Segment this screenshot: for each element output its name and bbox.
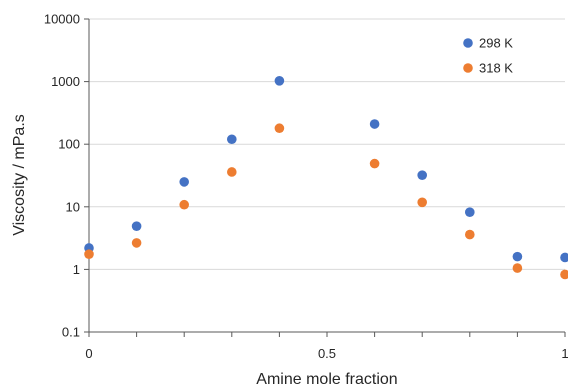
data-point bbox=[417, 170, 428, 180]
legend-marker bbox=[463, 38, 473, 48]
y-axis-label: Viscosity / mPa.s bbox=[11, 114, 28, 236]
x-tick-label: 0 bbox=[85, 346, 92, 361]
legend: 298 K 318 K bbox=[463, 36, 513, 76]
y-tick-label: 1000 bbox=[51, 74, 80, 89]
data-point bbox=[369, 119, 380, 129]
x-tick-label: 0.5 bbox=[318, 346, 336, 361]
x-axis-label: Amine mole fraction bbox=[256, 371, 397, 387]
data-point bbox=[465, 229, 475, 240]
data-point bbox=[560, 252, 568, 263]
data-points bbox=[84, 75, 568, 280]
legend-label: 318 K bbox=[479, 61, 513, 76]
data-point bbox=[179, 177, 189, 187]
legend-marker bbox=[463, 63, 473, 73]
x-tick-label: 1 bbox=[561, 346, 568, 361]
legend-label: 298 K bbox=[479, 36, 513, 51]
y-tick-label: 0.1 bbox=[62, 325, 80, 340]
data-point bbox=[512, 263, 523, 273]
data-point bbox=[274, 75, 285, 86]
data-point bbox=[179, 199, 189, 210]
data-point bbox=[227, 134, 237, 145]
data-point bbox=[560, 269, 568, 280]
gridlines bbox=[89, 18, 565, 270]
data-point bbox=[417, 197, 428, 208]
data-point bbox=[465, 207, 475, 217]
data-point bbox=[84, 249, 94, 259]
data-point bbox=[131, 221, 142, 231]
axes bbox=[84, 18, 566, 337]
data-point bbox=[274, 123, 285, 134]
y-tick-label: 100 bbox=[58, 137, 80, 152]
data-point bbox=[512, 251, 523, 262]
data-point bbox=[369, 158, 380, 169]
y-tick-label: 10 bbox=[66, 199, 80, 214]
y-tick-label: 10000 bbox=[44, 12, 80, 27]
data-point bbox=[227, 167, 237, 177]
y-tick-label: 1 bbox=[73, 262, 80, 277]
tick-labels: 0.1 1 10 100 1000 10000 0 0.5 1 bbox=[44, 12, 568, 362]
data-point bbox=[131, 238, 142, 248]
